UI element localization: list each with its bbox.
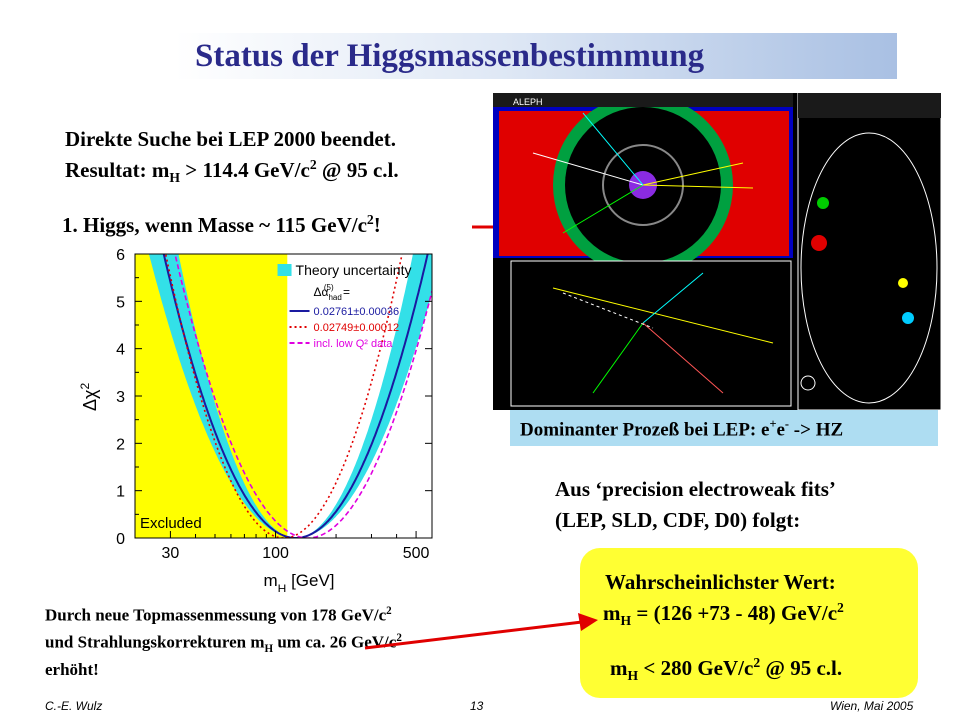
arrow-to-result (364, 613, 598, 650)
result-line1: mH = (126 +73 - 48) GeV/c2 (603, 600, 844, 629)
y-tick-label: 6 (116, 247, 125, 264)
event-display-image: ALEPH (493, 93, 941, 410)
x-tick-label: 500 (403, 545, 430, 562)
x-tick-label: 100 (262, 545, 289, 562)
y-tick-label: 3 (116, 389, 125, 406)
legend-entry-2: incl. low Q² data (314, 338, 394, 350)
higgs-note: 1. Higgs, wenn Masse ~ 115 GeV/c2! (62, 212, 381, 237)
x-axis-label: mH [GeV] (264, 571, 335, 592)
topmass-line3: erhöht! (45, 660, 99, 679)
legend-entry-1: 0.02749±0.00012 (314, 322, 400, 334)
y-tick-label: 1 (116, 484, 125, 501)
page-title: Status der Higgsmassenbestimmung (195, 38, 705, 74)
y-tick-label: 5 (116, 294, 125, 311)
plot-area (148, 254, 432, 538)
dominant-process-box (510, 410, 938, 446)
footer-place-date: Wien, Mai 2005 (830, 699, 914, 713)
chi2-chart: 0 1 2 3 4 5 6 30 100 500 mH [GeV] Δχ2 Excluded Theory… (78, 247, 433, 592)
y-axis-label: Δχ2 (78, 383, 100, 411)
series-line-2 (174, 254, 432, 538)
event-display-graphic: ALEPH (493, 93, 941, 410)
footer-page-number: 13 (470, 699, 484, 713)
ewfits-line1: Aus ‘precision electroweak fits’ (555, 477, 836, 501)
y-tick-label: 2 (116, 436, 125, 453)
result-heading: Wahrscheinlichster Wert: (605, 570, 836, 594)
excluded-label: Excluded (140, 515, 202, 532)
title-bar (175, 33, 897, 79)
direct-search-line2: Resultat: mH > 114.4 GeV/c2 @ 95 c.l. (65, 157, 399, 186)
direct-search-line1: Direkte Suche bei LEP 2000 beendet. (65, 127, 396, 151)
ewfits-line2: (LEP, SLD, CDF, D0) folgt: (555, 508, 801, 532)
y-tick-label: 4 (116, 342, 125, 359)
event-display-label: ALEPH (513, 97, 543, 107)
result-line2: mH < 280 GeV/c2 @ 95 c.l. (610, 655, 843, 684)
result-box (580, 548, 918, 698)
y-tick-label: 0 (116, 531, 125, 548)
legend-title: Theory uncertainty (296, 262, 412, 278)
legend-band-swatch (277, 264, 292, 276)
topmass-line1: Durch neue Topmassenmessung von 178 GeV/… (45, 605, 392, 625)
legend-alpha-label: Δαhad(5) = (314, 283, 350, 302)
legend-entry-0: 0.02761±0.00036 (314, 306, 400, 318)
footer-author: C.-E. Wulz (45, 699, 103, 713)
series-line-0 (162, 254, 429, 538)
dominant-process-label: Dominanter Prozeß bei LEP: e+e- -> HZ (520, 417, 844, 441)
x-tick-label: 30 (162, 545, 180, 562)
topmass-line2: und Strahlungskorrekturen mH um ca. 26 G… (45, 632, 402, 656)
